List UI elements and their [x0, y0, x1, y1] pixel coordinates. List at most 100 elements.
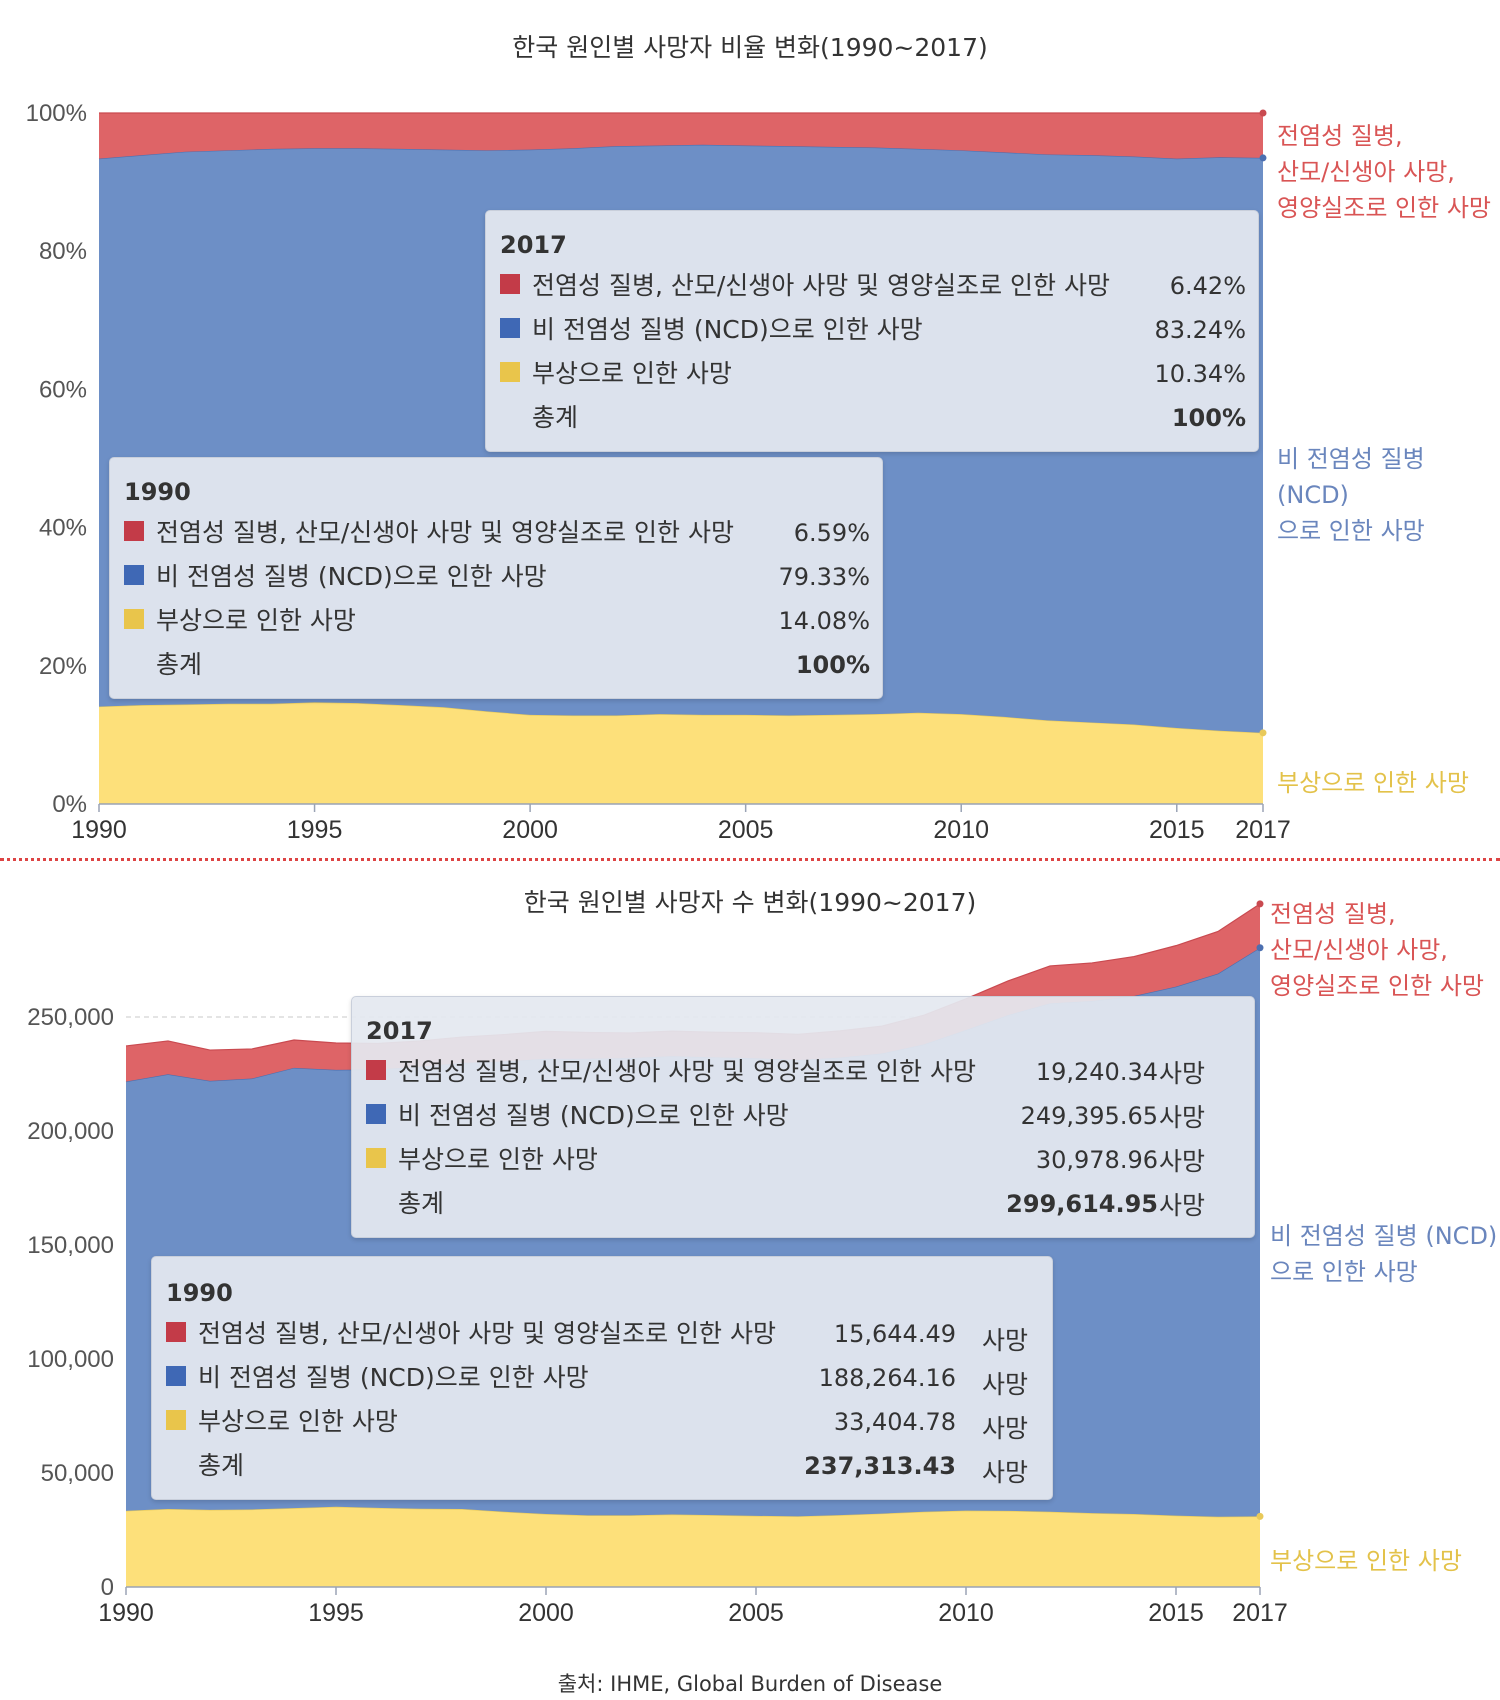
chart1-end-marker-yellow — [1259, 729, 1267, 737]
row-label: 부상으로 인한 사망 — [532, 359, 732, 388]
chart2-y-tick-label: 250,000 — [27, 1004, 114, 1031]
row-value: 19,240.34 — [1035, 1058, 1158, 1086]
label-line: 산모/신생아 사망, — [1270, 936, 1448, 964]
tooltip-row: 전염성 질병, 산모/신생아 사망 및 영양실조로 인한 사망 — [166, 1312, 776, 1352]
tooltip-row: 총계 — [166, 1444, 244, 1484]
tooltip-row: 부상으로 인한 사망 — [124, 599, 356, 639]
chart2-label-ncd: 비 전염성 질병 (NCD) 으로 인한 사망 — [1270, 1218, 1497, 1290]
chart1-x-tick-label: 2015 — [1149, 816, 1205, 844]
tooltip-row: 총계 — [124, 643, 202, 683]
row-label: 비 전염성 질병 (NCD)으로 인한 사망 — [532, 315, 923, 344]
row-unit: 사망 — [1159, 1191, 1206, 1220]
chart2-end-marker-blue — [1256, 944, 1264, 952]
row-unit: 사망 — [982, 1458, 1029, 1487]
chart2-y-tick-label: 0 — [101, 1574, 114, 1601]
red-swatch — [166, 1322, 186, 1342]
tooltip-row: 부상으로 인한 사망 — [366, 1138, 598, 1178]
row-label: 총계 — [398, 1189, 445, 1218]
chart2-label-communicable: 전염성 질병, 산모/신생아 사망, 영양실조로 인한 사망 — [1270, 896, 1484, 1004]
chart1-tooltip-1990: 1990 전염성 질병, 산모/신생아 사망 및 영양실조로 인한 사망 6.5… — [109, 457, 883, 699]
label-line: 산모/신생아 사망, — [1277, 158, 1455, 186]
chart2-x-tick-label: 2005 — [728, 1599, 784, 1627]
tooltip-row: 부상으로 인한 사망 — [500, 352, 732, 392]
red-swatch — [366, 1060, 386, 1080]
chart2-y-tick-label: 150,000 — [27, 1232, 114, 1259]
chart1-x-tick-label: 1990 — [71, 816, 127, 844]
chart2-tooltip-1990: 1990 전염성 질병, 산모/신생아 사망 및 영양실조로 인한 사망 15,… — [151, 1256, 1053, 1500]
chart2-x-tick-label: 2017 — [1232, 1599, 1288, 1627]
row-label: 비 전염성 질병 (NCD)으로 인한 사망 — [398, 1101, 789, 1130]
chart2-x-tick-label: 2015 — [1148, 1599, 1204, 1627]
blue-swatch — [366, 1104, 386, 1124]
row-value: 83.24% — [1154, 316, 1246, 344]
row-unit: 사망 — [982, 1414, 1029, 1443]
tooltip-row: 총계 — [500, 396, 578, 436]
row-unit: 사망 — [1159, 1147, 1206, 1176]
divider-line — [0, 858, 1500, 861]
red-swatch — [500, 274, 520, 294]
row-value: 33,404.78 — [833, 1408, 956, 1436]
row-label: 총계 — [156, 650, 203, 679]
row-value: 30,978.96 — [1035, 1146, 1158, 1174]
yellow-swatch — [166, 1410, 186, 1430]
row-label: 부상으로 인한 사망 — [398, 1145, 598, 1174]
label-line: 으로 인한 사망 — [1277, 517, 1425, 545]
chart2-x-tick-label: 2000 — [518, 1599, 574, 1627]
row-value: 237,313.43 — [804, 1452, 956, 1480]
chart2-label-injury: 부상으로 인한 사망 — [1270, 1543, 1462, 1579]
chart1-end-marker-blue — [1259, 154, 1267, 162]
row-label: 비 전염성 질병 (NCD)으로 인한 사망 — [156, 562, 547, 591]
row-unit: 사망 — [982, 1370, 1029, 1399]
row-value: 6.42% — [1169, 272, 1246, 300]
chart1-x-tick-label: 2000 — [502, 816, 558, 844]
label-line: 전염성 질병, — [1270, 900, 1396, 928]
chart1-label-ncd: 비 전염성 질병 (NCD) 으로 인한 사망 — [1277, 441, 1500, 549]
row-value: 249,395.65 — [1020, 1102, 1158, 1130]
row-value: 6.59% — [793, 519, 870, 547]
row-unit: 사망 — [1159, 1059, 1206, 1088]
chart1-label-injury: 부상으로 인한 사망 — [1277, 765, 1469, 801]
chart2-tooltip-2017: 2017 전염성 질병, 산모/신생아 사망 및 영양실조로 인한 사망 19,… — [351, 996, 1255, 1238]
row-label: 비 전염성 질병 (NCD)으로 인한 사망 — [198, 1363, 589, 1392]
yellow-swatch — [124, 609, 144, 629]
tooltip-row: 비 전염성 질병 (NCD)으로 인한 사망 — [124, 555, 547, 595]
row-label: 부상으로 인한 사망 — [156, 606, 356, 635]
yellow-swatch — [366, 1148, 386, 1168]
chart1-y-tick-label: 20% — [39, 653, 87, 680]
label-line: 비 전염성 질병 (NCD) — [1277, 445, 1425, 509]
row-unit: 사망 — [982, 1326, 1029, 1355]
chart2-y-tick-label: 200,000 — [27, 1118, 114, 1145]
tooltip-year: 2017 — [366, 1017, 433, 1045]
chart1-label-communicable: 전염성 질병, 산모/신생아 사망, 영양실조로 인한 사망 — [1277, 118, 1491, 226]
blue-swatch — [166, 1366, 186, 1386]
row-value: 100% — [1171, 404, 1246, 432]
chart2-y-tick-label: 50,000 — [41, 1460, 114, 1487]
row-value: 79.33% — [778, 563, 870, 591]
chart1-area-yellow — [99, 702, 1263, 804]
chart1-end-marker-red — [1259, 109, 1267, 117]
source-note: 출처: IHME, Global Burden of Disease — [557, 1672, 943, 1696]
blue-swatch — [500, 318, 520, 338]
row-label: 전염성 질병, 산모/신생아 사망 및 영양실조로 인한 사망 — [532, 271, 1110, 300]
row-label: 총계 — [198, 1451, 245, 1480]
chart1-x-tick-label: 2005 — [718, 816, 774, 844]
tooltip-row: 비 전염성 질병 (NCD)으로 인한 사망 — [500, 308, 923, 348]
row-value: 188,264.16 — [818, 1364, 956, 1392]
chart1-y-tick-label: 100% — [26, 100, 87, 127]
chart1-x-tick-label: 2010 — [933, 816, 989, 844]
red-swatch — [124, 521, 144, 541]
label-line: 부상으로 인한 사망 — [1277, 769, 1469, 797]
label-line: 비 전염성 질병 (NCD) — [1270, 1222, 1498, 1250]
chart1-y-tick-label: 40% — [39, 515, 87, 542]
chart1-y-tick-label: 80% — [39, 238, 87, 265]
label-line: 영양실조로 인한 사망 — [1270, 972, 1484, 1000]
row-label: 전염성 질병, 산모/신생아 사망 및 영양실조로 인한 사망 — [198, 1319, 776, 1348]
blue-swatch — [124, 565, 144, 585]
chart1-y-tick-label: 0% — [52, 791, 87, 818]
label-line: 영양실조로 인한 사망 — [1277, 194, 1491, 222]
row-value: 100% — [795, 651, 870, 679]
chart2-y-tick-label: 100,000 — [27, 1346, 114, 1373]
tooltip-row: 비 전염성 질병 (NCD)으로 인한 사망 — [366, 1094, 789, 1134]
row-value: 15,644.49 — [833, 1320, 956, 1348]
label-line: 으로 인한 사망 — [1270, 1258, 1418, 1286]
